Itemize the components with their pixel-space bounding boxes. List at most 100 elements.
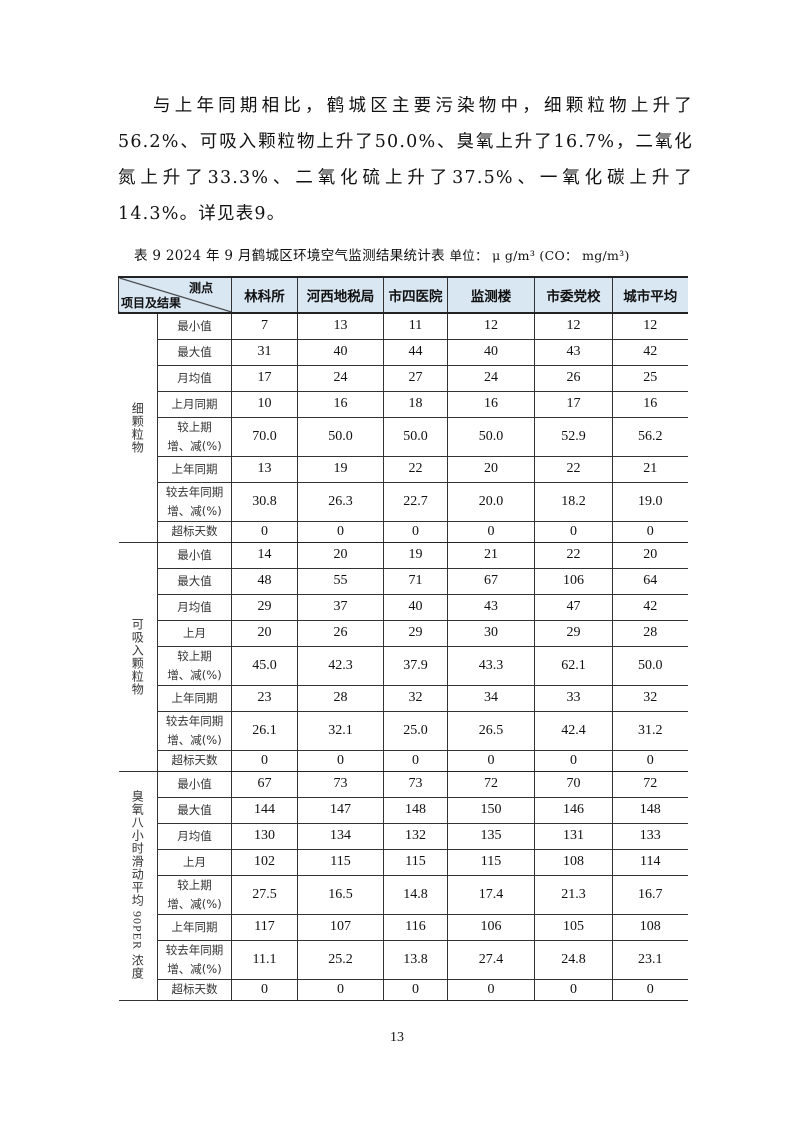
value-cell: 107 bbox=[297, 913, 384, 941]
row-label: 月均值 bbox=[157, 822, 232, 850]
value-cell: 50.0 bbox=[612, 645, 688, 686]
table-row: 最大值 144 147 148 150 146 148 bbox=[119, 796, 688, 824]
row-label: 月均值 bbox=[157, 364, 232, 392]
row-label: 较上期 增、减(%) bbox=[157, 645, 232, 686]
value-cell: 22 bbox=[534, 541, 613, 569]
value-cell: 24.8 bbox=[534, 939, 613, 980]
row-label: 上月 bbox=[157, 848, 232, 876]
value-cell: 73 bbox=[383, 770, 448, 798]
value-cell: 42 bbox=[612, 338, 688, 366]
value-cell: 37.9 bbox=[383, 645, 448, 686]
value-cell: 40 bbox=[383, 593, 448, 621]
value-cell: 40 bbox=[447, 338, 535, 366]
table-row: 最大值 31 40 44 40 43 42 bbox=[119, 338, 688, 366]
value-cell: 56.2 bbox=[612, 416, 688, 457]
column-header: 林科所 bbox=[231, 276, 298, 314]
value-cell: 22.7 bbox=[383, 481, 448, 522]
caption-title: 表 9 2024 年 9 月鹤城区环境空气监测结果统计表 bbox=[134, 248, 445, 264]
value-cell: 23.1 bbox=[612, 939, 688, 980]
value-cell: 0 bbox=[534, 749, 613, 772]
value-cell: 30 bbox=[447, 619, 535, 647]
corner-header: 测点 项目及结果 bbox=[118, 276, 232, 314]
table-row: 上年同期 13 19 22 20 22 21 bbox=[119, 455, 688, 483]
value-cell: 18.2 bbox=[534, 481, 613, 522]
value-cell: 0 bbox=[383, 520, 448, 543]
value-cell: 12 bbox=[612, 312, 688, 340]
value-cell: 45.0 bbox=[231, 645, 298, 686]
value-cell: 135 bbox=[447, 822, 535, 850]
value-cell: 117 bbox=[231, 913, 298, 941]
table-row: 上月 102 115 115 115 108 114 bbox=[119, 848, 688, 876]
value-cell: 147 bbox=[297, 796, 384, 824]
table-row: 较上期 增、减(%) 45.0 42.3 37.9 43.3 62.1 50.0 bbox=[119, 645, 688, 686]
table-row: 超标天数 0 0 0 0 0 0 bbox=[119, 978, 688, 1001]
table-row: 较去年同期 增、减(%) 30.8 26.3 22.7 20.0 18.2 19.0 bbox=[119, 481, 688, 522]
value-cell: 40 bbox=[297, 338, 384, 366]
table-row: 最大值 48 55 71 67 106 64 bbox=[119, 567, 688, 595]
value-cell: 13 bbox=[297, 312, 384, 340]
row-label: 上月 bbox=[157, 619, 232, 647]
value-cell: 108 bbox=[612, 913, 688, 941]
table-row: 细颗粒物 最小值 7 13 11 12 12 12 bbox=[118, 312, 688, 543]
table-row: 可吸入颗粒物 最小值 14 20 19 21 22 20 bbox=[118, 541, 688, 772]
value-cell: 42 bbox=[612, 593, 688, 621]
value-cell: 42.3 bbox=[297, 645, 384, 686]
value-cell: 20 bbox=[297, 541, 384, 569]
value-cell: 64 bbox=[612, 567, 688, 595]
row-label: 较去年同期 增、减(%) bbox=[157, 481, 232, 522]
value-cell: 12 bbox=[534, 312, 613, 340]
header-row: 测点 项目及结果 林科所 河西地税局 市四医院 监测楼 市委党校 城市平均 bbox=[118, 276, 688, 314]
intro-paragraph: 与上年同期相比，鹤城区主要污染物中，细颗粒物上升了56.2%、可吸入颗粒物上升了… bbox=[118, 96, 693, 224]
value-cell: 148 bbox=[383, 796, 448, 824]
value-cell: 0 bbox=[297, 978, 384, 1001]
value-cell: 19.0 bbox=[612, 481, 688, 522]
value-cell: 0 bbox=[231, 978, 298, 1001]
value-cell: 102 bbox=[231, 848, 298, 876]
value-cell: 17.4 bbox=[447, 874, 535, 915]
value-cell: 133 bbox=[612, 822, 688, 850]
value-cell: 144 bbox=[231, 796, 298, 824]
row-label: 上年同期 bbox=[157, 684, 232, 712]
value-cell: 16 bbox=[297, 390, 384, 418]
table-row: 较去年同期 增、减(%) 26.1 32.1 25.0 26.5 42.4 31.2 bbox=[119, 710, 688, 751]
value-cell: 0 bbox=[534, 520, 613, 543]
value-cell: 20 bbox=[231, 619, 298, 647]
value-cell: 115 bbox=[383, 848, 448, 876]
value-cell: 25.2 bbox=[297, 939, 384, 980]
value-cell: 16.7 bbox=[612, 874, 688, 915]
value-cell: 28 bbox=[612, 619, 688, 647]
value-cell: 31.2 bbox=[612, 710, 688, 751]
value-cell: 24 bbox=[447, 364, 535, 392]
pollutant-group-label: 可吸入颗粒物 bbox=[118, 542, 158, 772]
row-label: 最小值 bbox=[157, 312, 232, 340]
value-cell: 114 bbox=[612, 848, 688, 876]
value-cell: 0 bbox=[383, 749, 448, 772]
value-cell: 27 bbox=[383, 364, 448, 392]
row-label: 月均值 bbox=[157, 593, 232, 621]
column-header: 河西地税局 bbox=[297, 276, 384, 314]
value-cell: 134 bbox=[297, 822, 384, 850]
value-cell: 52.9 bbox=[534, 416, 613, 457]
value-cell: 13.8 bbox=[383, 939, 448, 980]
value-cell: 0 bbox=[447, 978, 535, 1001]
value-cell: 25 bbox=[612, 364, 688, 392]
value-cell: 28 bbox=[297, 684, 384, 712]
table-row: 月均值 29 37 40 43 47 42 bbox=[119, 593, 688, 621]
value-cell: 50.0 bbox=[447, 416, 535, 457]
value-cell: 115 bbox=[297, 848, 384, 876]
row-label: 上年同期 bbox=[157, 913, 232, 941]
row-label: 超标天数 bbox=[157, 978, 232, 1001]
table-row: 月均值 130 134 132 135 131 133 bbox=[119, 822, 688, 850]
table-row: 较上期 增、减(%) 70.0 50.0 50.0 50.0 52.9 56.2 bbox=[119, 416, 688, 457]
value-cell: 0 bbox=[612, 520, 688, 543]
value-cell: 16 bbox=[612, 390, 688, 418]
value-cell: 0 bbox=[447, 520, 535, 543]
row-label: 最小值 bbox=[157, 770, 232, 798]
value-cell: 26.1 bbox=[231, 710, 298, 751]
value-cell: 27.5 bbox=[231, 874, 298, 915]
table-row: 超标天数 0 0 0 0 0 0 bbox=[119, 749, 688, 772]
value-cell: 131 bbox=[534, 822, 613, 850]
value-cell: 72 bbox=[447, 770, 535, 798]
page-number: 13 bbox=[390, 1030, 404, 1045]
value-cell: 44 bbox=[383, 338, 448, 366]
